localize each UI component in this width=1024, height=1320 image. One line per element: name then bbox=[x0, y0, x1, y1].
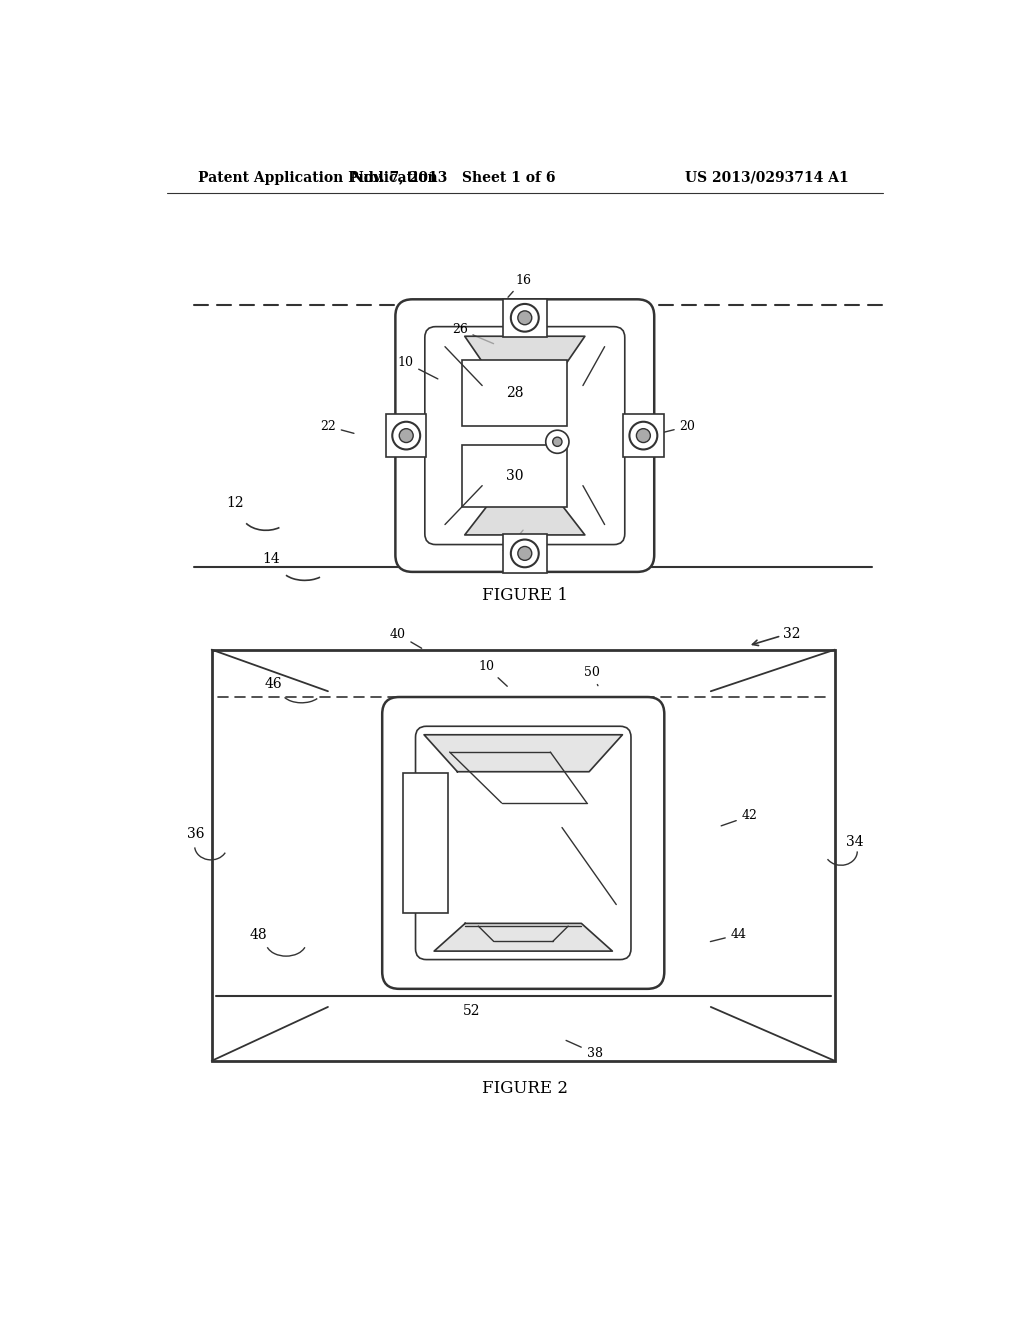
Text: 14: 14 bbox=[262, 552, 281, 566]
FancyBboxPatch shape bbox=[425, 326, 625, 545]
Text: 12: 12 bbox=[226, 496, 244, 511]
FancyBboxPatch shape bbox=[624, 414, 664, 457]
FancyBboxPatch shape bbox=[403, 774, 449, 913]
Text: Nov. 7, 2013   Sheet 1 of 6: Nov. 7, 2013 Sheet 1 of 6 bbox=[351, 170, 556, 185]
Text: FIGURE 1: FIGURE 1 bbox=[482, 587, 567, 605]
Text: 46: 46 bbox=[265, 677, 283, 690]
FancyBboxPatch shape bbox=[503, 298, 547, 337]
Polygon shape bbox=[465, 506, 585, 535]
FancyBboxPatch shape bbox=[462, 360, 567, 426]
FancyBboxPatch shape bbox=[503, 535, 547, 573]
Text: 10: 10 bbox=[397, 356, 438, 379]
Text: 32: 32 bbox=[783, 627, 801, 642]
Text: Patent Application Publication: Patent Application Publication bbox=[198, 170, 437, 185]
Circle shape bbox=[399, 429, 414, 442]
Text: 48: 48 bbox=[250, 928, 267, 941]
Text: 34: 34 bbox=[846, 836, 864, 849]
Circle shape bbox=[636, 429, 650, 442]
Circle shape bbox=[392, 422, 420, 450]
Text: 30: 30 bbox=[506, 470, 523, 483]
Text: 52: 52 bbox=[463, 1003, 480, 1018]
Polygon shape bbox=[424, 735, 623, 772]
Text: 44: 44 bbox=[711, 928, 746, 941]
Text: 42: 42 bbox=[721, 809, 758, 826]
Text: 40: 40 bbox=[390, 628, 422, 648]
FancyBboxPatch shape bbox=[395, 300, 654, 572]
Polygon shape bbox=[465, 337, 585, 370]
Text: 36: 36 bbox=[187, 828, 205, 841]
Polygon shape bbox=[434, 924, 612, 952]
FancyBboxPatch shape bbox=[382, 697, 665, 989]
Text: 26: 26 bbox=[452, 323, 494, 343]
FancyBboxPatch shape bbox=[416, 726, 631, 960]
Text: 22: 22 bbox=[321, 420, 354, 433]
Circle shape bbox=[518, 546, 531, 561]
Text: 50: 50 bbox=[584, 667, 599, 685]
Text: FIGURE 2: FIGURE 2 bbox=[482, 1080, 567, 1097]
Text: 18: 18 bbox=[535, 467, 551, 491]
Circle shape bbox=[546, 430, 569, 453]
FancyBboxPatch shape bbox=[462, 445, 567, 507]
Text: 24: 24 bbox=[502, 531, 523, 554]
Bar bbox=[212, 649, 835, 1061]
FancyBboxPatch shape bbox=[386, 414, 426, 457]
Text: 10: 10 bbox=[478, 660, 507, 686]
Circle shape bbox=[511, 304, 539, 331]
Text: 16: 16 bbox=[508, 273, 531, 297]
Circle shape bbox=[553, 437, 562, 446]
Text: 20: 20 bbox=[659, 420, 695, 433]
Text: 38: 38 bbox=[566, 1040, 602, 1060]
Text: US 2013/0293714 A1: US 2013/0293714 A1 bbox=[685, 170, 849, 185]
Circle shape bbox=[518, 312, 531, 325]
Circle shape bbox=[630, 422, 657, 450]
Text: 28: 28 bbox=[506, 387, 523, 400]
Circle shape bbox=[511, 540, 539, 568]
